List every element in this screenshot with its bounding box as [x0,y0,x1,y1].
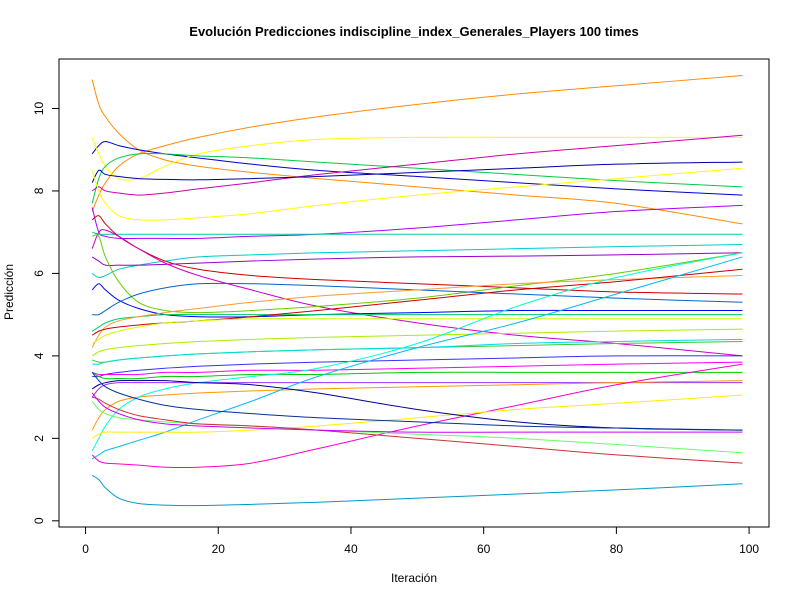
series-line-20 [91,268,743,336]
x-tick-label-80: 80 [610,542,624,556]
x-tick-label-0: 0 [82,542,89,556]
series-line-2 [91,74,743,212]
series-layer [91,74,743,507]
y-tick-label-6: 6 [32,270,46,277]
series-line-26 [92,361,743,376]
series-line-27 [91,371,743,380]
series-line-17 [92,282,743,316]
series-line-7 [91,161,743,183]
y-tick-label-2: 2 [32,435,46,442]
series-line-4 [91,136,743,181]
series-line-13 [91,252,743,266]
series-line-23 [92,340,743,363]
series-line-30 [91,252,743,451]
series-line-5 [91,152,743,204]
series-line-38 [91,392,743,433]
series-line-32 [91,363,743,469]
series-line-24 [92,338,743,365]
y-tick-label-8: 8 [32,187,46,194]
series-line-16 [91,283,743,318]
series-line-6 [91,134,743,196]
x-tick-label-60: 60 [477,542,491,556]
series-line-37 [92,396,743,464]
chart-title: Evolución Predicciones indiscipline_inde… [189,24,638,39]
series-line-11 [91,244,743,279]
plot-box [58,58,770,528]
y-axis-label: Predicción [2,264,16,320]
series-line-28 [91,382,743,398]
y-tick-label-10: 10 [32,101,46,115]
x-axis-label: Iteración [391,571,437,585]
series-line-31 [91,256,743,460]
series-line-1 [91,79,743,225]
series-line-22 [91,328,743,357]
series-line-19 [91,274,743,348]
series-line-34 [91,379,743,431]
series-line-35 [91,372,743,431]
series-line-10 [92,231,743,235]
series-line-12 [91,215,743,295]
series-line-21 [91,318,743,344]
x-tick-label-20: 20 [212,542,226,556]
series-line-25 [92,355,743,378]
series-line-39 [91,475,743,507]
series-line-8 [91,167,743,221]
y-tick-label-4: 4 [32,352,46,359]
series-line-9 [91,204,743,240]
series-line-14 [91,229,743,357]
y-tick-label-0: 0 [32,517,46,524]
x-tick-label-40: 40 [344,542,358,556]
series-line-33 [91,394,743,439]
x-tick-label-100: 100 [739,542,759,556]
